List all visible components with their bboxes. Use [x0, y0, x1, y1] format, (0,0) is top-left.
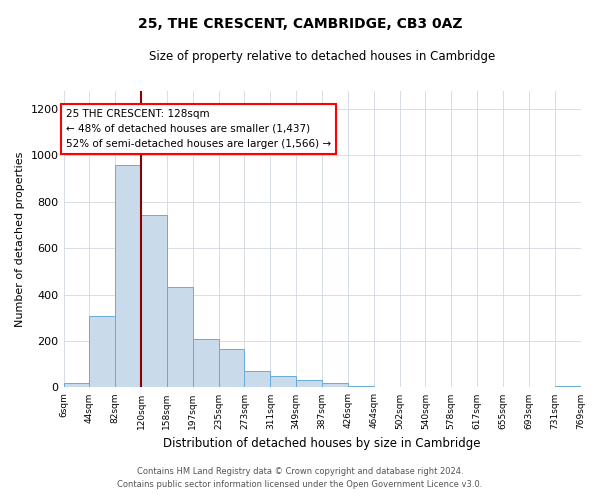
Bar	[271, 376, 296, 388]
Bar	[554, 386, 581, 388]
Bar	[218, 349, 244, 388]
Bar	[193, 338, 218, 388]
Text: 25 THE CRESCENT: 128sqm
← 48% of detached houses are smaller (1,437)
52% of semi: 25 THE CRESCENT: 128sqm ← 48% of detache…	[66, 109, 331, 148]
X-axis label: Distribution of detached houses by size in Cambridge: Distribution of detached houses by size …	[163, 437, 481, 450]
Bar	[244, 371, 271, 388]
Bar	[296, 380, 322, 388]
Bar	[115, 165, 141, 388]
Bar	[141, 214, 167, 388]
Text: 25, THE CRESCENT, CAMBRIDGE, CB3 0AZ: 25, THE CRESCENT, CAMBRIDGE, CB3 0AZ	[138, 18, 462, 32]
Bar	[167, 286, 193, 388]
Bar	[348, 386, 374, 388]
Text: Contains HM Land Registry data © Crown copyright and database right 2024.
Contai: Contains HM Land Registry data © Crown c…	[118, 468, 482, 489]
Bar	[89, 316, 115, 388]
Bar	[322, 384, 348, 388]
Bar	[64, 383, 89, 388]
Y-axis label: Number of detached properties: Number of detached properties	[15, 152, 25, 326]
Title: Size of property relative to detached houses in Cambridge: Size of property relative to detached ho…	[149, 50, 495, 63]
